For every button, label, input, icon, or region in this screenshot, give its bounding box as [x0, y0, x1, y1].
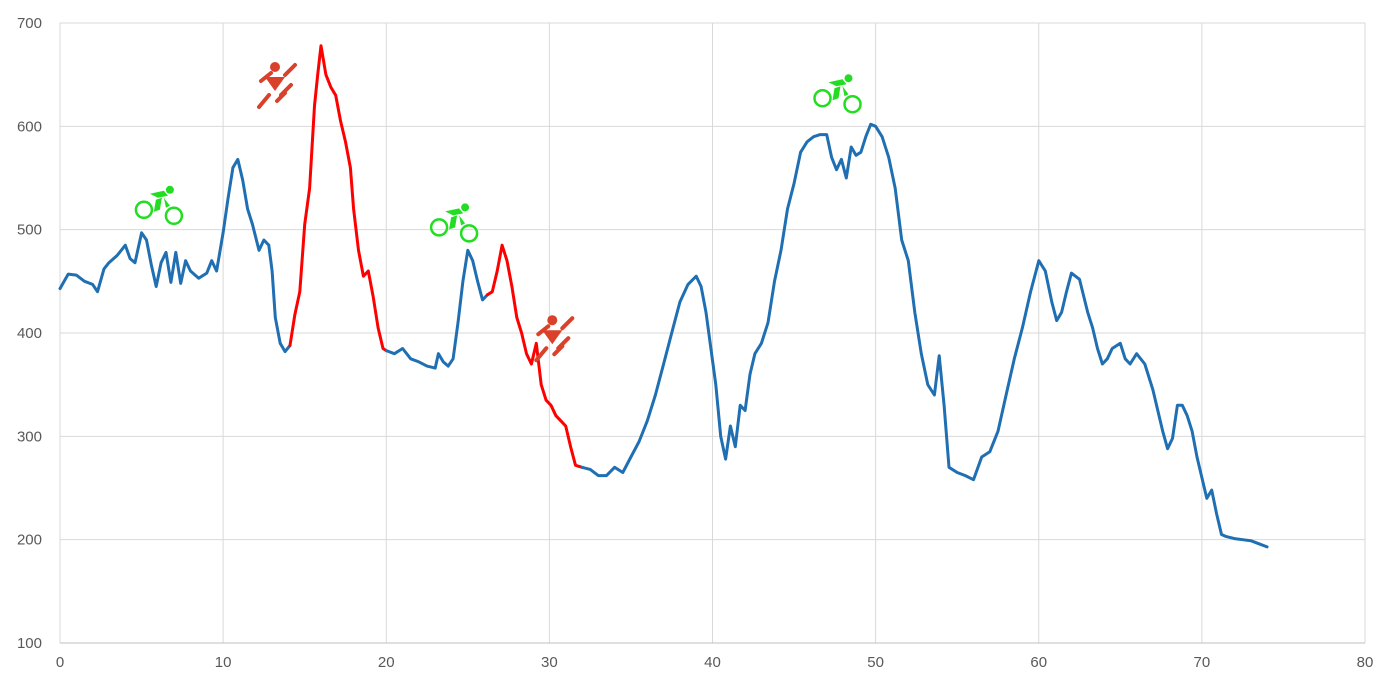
annotation-icons	[134, 62, 862, 363]
x-tick-label: 10	[215, 654, 232, 671]
ride-segment-line	[580, 122, 1269, 549]
x-tick-label: 80	[1357, 654, 1374, 671]
push-bike-icon	[257, 62, 297, 109]
push-segment-line	[485, 243, 584, 469]
push-segment-line	[288, 44, 388, 353]
y-tick-label: 300	[17, 428, 42, 445]
axis-tick-labels: 100 200 300 400 500 600 700 0 10 20 30 40 50 60 70 80	[17, 15, 1373, 671]
push-bike-icon	[534, 315, 575, 363]
y-tick-label: 600	[17, 118, 42, 135]
x-tick-label: 50	[867, 654, 884, 671]
x-tick-label: 0	[56, 654, 64, 671]
y-tick-label: 700	[17, 15, 42, 32]
bike-icon	[429, 203, 479, 243]
elevation-lines	[58, 44, 1269, 549]
y-tick-label: 400	[17, 325, 42, 342]
ride-segment-line	[58, 157, 292, 354]
x-tick-label: 20	[378, 654, 395, 671]
y-tick-label: 200	[17, 532, 42, 549]
bike-icon	[134, 185, 184, 226]
bike-icon	[813, 74, 862, 114]
y-tick-label: 100	[17, 635, 42, 652]
x-tick-label: 60	[1030, 654, 1047, 671]
ride-segment-line	[384, 248, 489, 370]
x-tick-label: 70	[1194, 654, 1211, 671]
x-tick-label: 40	[704, 654, 721, 671]
grid	[59, 22, 1366, 644]
y-tick-label: 500	[17, 222, 42, 239]
x-tick-label: 30	[541, 654, 558, 671]
